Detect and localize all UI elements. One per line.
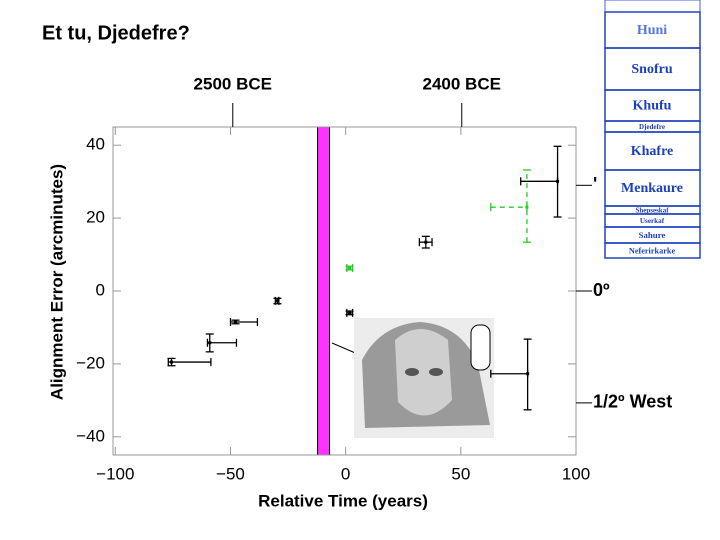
point xyxy=(525,205,529,209)
x-tick-label: −50 xyxy=(216,464,245,483)
y-tick-label: −40 xyxy=(76,426,105,445)
y2-tick-label: 1/2º West xyxy=(593,392,672,412)
y-tick-label: 20 xyxy=(86,208,105,227)
reign-name: Shepseskaf xyxy=(635,207,669,215)
y2-tick-label: ' xyxy=(593,174,597,194)
y-tick-label: 0 xyxy=(96,280,105,299)
point xyxy=(275,299,279,303)
statue-photo xyxy=(331,318,494,438)
reign-name: Khafre xyxy=(631,144,674,159)
y2-tick-label: 0º xyxy=(593,280,610,300)
chart-title: Et tu, Djedefre? xyxy=(42,22,190,44)
y-axis-label: Alignment Error (arcminutes) xyxy=(47,164,66,400)
point xyxy=(556,179,560,183)
point xyxy=(424,240,428,244)
x-tick-label: −100 xyxy=(96,464,134,483)
reign-name: Huni xyxy=(637,23,667,38)
reign-name: Snofru xyxy=(631,62,672,77)
reign-name: Menkaure xyxy=(621,181,683,196)
reign-box xyxy=(604,242,701,259)
reign-box xyxy=(604,0,701,13)
point xyxy=(170,360,174,364)
y-tick-label: −20 xyxy=(76,353,105,372)
reign-name: Djedefre xyxy=(639,123,665,131)
reign-name: Neferirkarke xyxy=(629,246,676,255)
top-tick-label: 2500 BCE xyxy=(194,74,272,93)
reign-name: Sahure xyxy=(639,230,666,240)
reign-name: Khufu xyxy=(633,99,672,114)
highlight-band xyxy=(317,126,331,456)
y-tick-label: 40 xyxy=(86,135,105,154)
x-axis-label: Relative Time (years) xyxy=(258,491,428,510)
point xyxy=(234,320,238,324)
x-tick-label: 0 xyxy=(341,464,350,483)
top-tick-label: 2400 BCE xyxy=(423,74,501,93)
point xyxy=(526,372,530,376)
point xyxy=(348,266,352,270)
x-tick-label: 50 xyxy=(451,464,470,483)
plot-frame xyxy=(112,126,577,456)
x-tick-label: 100 xyxy=(562,464,590,483)
point xyxy=(348,311,352,315)
point xyxy=(208,341,212,345)
reign-name: Userkaf xyxy=(640,217,665,225)
